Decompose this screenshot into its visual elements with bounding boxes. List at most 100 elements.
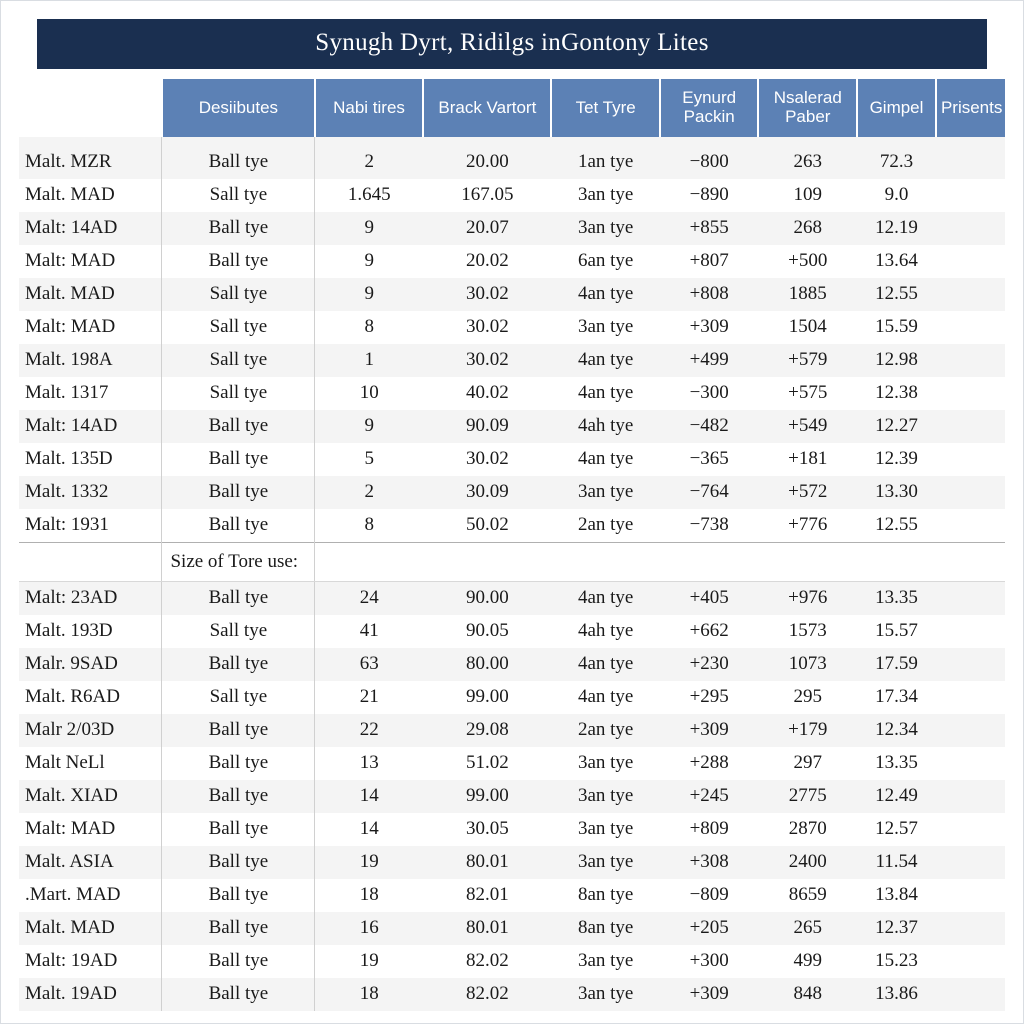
cell [936, 311, 1005, 344]
cell: 12.55 [857, 509, 936, 543]
table-row: .Mart. MADBall tye1882.018an tye−8098659… [19, 879, 1005, 912]
cell: 15.23 [857, 945, 936, 978]
cell: 21 [315, 681, 423, 714]
cell [936, 581, 1005, 615]
cell: Sall tye [162, 615, 315, 648]
cell: 90.00 [423, 581, 551, 615]
col-header-1: Desiibutes [162, 79, 315, 137]
cell: 9 [315, 410, 423, 443]
cell: 4an tye [551, 377, 659, 410]
cell: −809 [660, 879, 759, 912]
cell: Ball tye [162, 813, 315, 846]
cell: 3an tye [551, 978, 659, 1011]
cell: Sall tye [162, 377, 315, 410]
cell: 12.98 [857, 344, 936, 377]
cell: +575 [758, 377, 857, 410]
cell: +205 [660, 912, 759, 945]
cell: +230 [660, 648, 759, 681]
cell: Ball tye [162, 509, 315, 543]
cell: Malt. MAD [19, 912, 162, 945]
cell [936, 714, 1005, 747]
col-header-0 [19, 79, 162, 137]
cell: Ball tye [162, 245, 315, 278]
cell: 10 [315, 377, 423, 410]
data-table: Desiibutes Nabi tires Brack Vartort Tet … [19, 79, 1005, 1011]
cell: 1an tye [551, 137, 659, 179]
cell: 848 [758, 978, 857, 1011]
cell: 18 [315, 879, 423, 912]
cell: 6an tye [551, 245, 659, 278]
cell: 263 [758, 137, 857, 179]
cell: Malt: MAD [19, 813, 162, 846]
report-page: Synugh Dyrt, Ridilgs inGontony Lites Des… [0, 0, 1024, 1024]
cell: Malt: 1931 [19, 509, 162, 543]
cell: 18 [315, 978, 423, 1011]
cell: 80.01 [423, 912, 551, 945]
cell: 2870 [758, 813, 857, 846]
cell: 3an tye [551, 945, 659, 978]
cell: 1073 [758, 648, 857, 681]
cell: +809 [660, 813, 759, 846]
cell: 30.02 [423, 278, 551, 311]
cell: 20.07 [423, 212, 551, 245]
cell: 80.00 [423, 648, 551, 681]
cell: 13.86 [857, 978, 936, 1011]
cell: +309 [660, 311, 759, 344]
cell: 1504 [758, 311, 857, 344]
cell: Malt. XIAD [19, 780, 162, 813]
cell: Sall tye [162, 344, 315, 377]
cell: +499 [660, 344, 759, 377]
cell [936, 780, 1005, 813]
cell: −738 [660, 509, 759, 543]
table-body: Malt. MZRBall tye220.001an tye−80026372.… [19, 137, 1005, 1011]
table-row: Malt: MADBall tye920.026an tye+807+50013… [19, 245, 1005, 278]
table-row: Malt: MADBall tye1430.053an tye+80928701… [19, 813, 1005, 846]
cell: 12.49 [857, 780, 936, 813]
cell: Malt. 19AD [19, 978, 162, 1011]
cell: +309 [660, 978, 759, 1011]
cell: Ball tye [162, 912, 315, 945]
table-row: Malt. ASIABall tye1980.013an tye+3082400… [19, 846, 1005, 879]
cell: 51.02 [423, 747, 551, 780]
table-row: Malt: MADSall tye830.023an tye+309150415… [19, 311, 1005, 344]
cell: 8an tye [551, 912, 659, 945]
cell: 16 [315, 912, 423, 945]
cell: 2an tye [551, 714, 659, 747]
cell: 99.00 [423, 681, 551, 714]
cell: Malr. 9SAD [19, 648, 162, 681]
cell: 1 [315, 344, 423, 377]
cell: 2400 [758, 846, 857, 879]
cell: 4an tye [551, 443, 659, 476]
cell: 265 [758, 912, 857, 945]
cell: 14 [315, 780, 423, 813]
cell: 13 [315, 747, 423, 780]
cell: 20.00 [423, 137, 551, 179]
cell: Sall tye [162, 179, 315, 212]
cell: Malt. ASIA [19, 846, 162, 879]
cell: 2an tye [551, 509, 659, 543]
cell: 3an tye [551, 747, 659, 780]
cell: +549 [758, 410, 857, 443]
cell: 12.57 [857, 813, 936, 846]
cell: 8 [315, 311, 423, 344]
cell: 268 [758, 212, 857, 245]
table-row: Malr 2/03DBall tye2229.082an tye+309+179… [19, 714, 1005, 747]
cell: +308 [660, 846, 759, 879]
cell: 8an tye [551, 879, 659, 912]
cell: 1.645 [315, 179, 423, 212]
cell [936, 245, 1005, 278]
cell: Ball tye [162, 780, 315, 813]
cell [936, 542, 1005, 581]
cell: 22 [315, 714, 423, 747]
cell: Malt. 1332 [19, 476, 162, 509]
cell: 4ah tye [551, 410, 659, 443]
cell: 99.00 [423, 780, 551, 813]
cell: −365 [660, 443, 759, 476]
cell: 3an tye [551, 311, 659, 344]
cell: −890 [660, 179, 759, 212]
cell: −800 [660, 137, 759, 179]
cell: 15.57 [857, 615, 936, 648]
table-row: Malt. 1332Ball tye230.093an tye−764+5721… [19, 476, 1005, 509]
cell: 8 [315, 509, 423, 543]
cell: Ball tye [162, 410, 315, 443]
